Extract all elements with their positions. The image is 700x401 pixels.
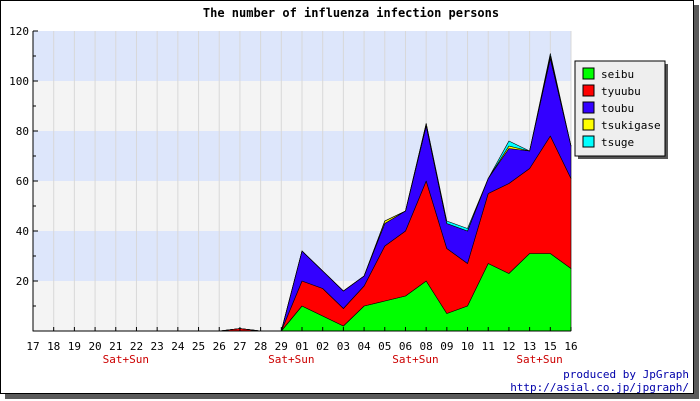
x-tick-label: 13 [523,340,536,353]
weekend-markers: Sat+Sun Sat+Sun Sat+Sun Sat+Sun [103,353,563,366]
y-tick-label: 120 [9,25,29,38]
x-tick-label: 08 [420,340,433,353]
x-tick-labels: 17 18 19 20 21 22 23 24 25 26 27 28 29 01 02 03 04 05 06 08… [26,340,577,353]
weekend-label: Sat+Sun [392,353,438,366]
x-tick-label: 05 [378,340,391,353]
axes [32,30,572,332]
x-tick-label: 28 [254,340,267,353]
x-tick-label: 22 [130,340,143,353]
x-tick-label: 15 [544,340,557,353]
y-tick-label: 60 [16,175,29,188]
weekend-label: Sat+Sun [268,353,314,366]
legend-label-tyuubu: tyuubu [601,85,641,98]
x-tick-label: 18 [47,340,60,353]
x-tick-label: 16 [564,340,577,353]
x-tick-label: 12 [502,340,515,353]
legend-label-tsuge: tsuge [601,136,634,149]
x-tick-label: 02 [316,340,329,353]
legend-label-seibu: seibu [601,68,634,81]
x-tick-label: 19 [68,340,81,353]
legend-swatch-tsuge [582,135,595,148]
x-tick-label: 17 [26,340,39,353]
legend-swatch-tsukigase [582,118,595,131]
x-tick-label: 04 [357,340,371,353]
x-tick-label: 11 [482,340,495,353]
weekend-label: Sat+Sun [103,353,149,366]
legend-swatch-tyuubu [582,84,595,97]
x-tick-label: 20 [88,340,101,353]
y-tick-label: 100 [9,75,29,88]
y-tick-label: 80 [16,125,29,138]
x-tick-label: 01 [295,340,308,353]
x-tick-label: 24 [171,340,185,353]
x-tick-label: 25 [192,340,205,353]
x-tick-label: 26 [213,340,226,353]
legend-label-toubu: toubu [601,102,634,115]
x-tick-label: 06 [399,340,412,353]
legend: seibu tyuubu toubu tsukigase tsuge [574,60,668,159]
weekend-label: Sat+Sun [516,353,562,366]
x-tick-label: 21 [109,340,122,353]
y-tick-labels: 20 40 60 80 100 120 [9,25,29,288]
chart-frame: The number of influenza infection person… [0,0,694,394]
legend-swatch-seibu [582,67,595,80]
x-tick-label: 10 [461,340,474,353]
y-tick-label: 20 [16,275,29,288]
y-tick-label: 40 [16,225,29,238]
x-tick-label: 27 [233,340,246,353]
credit-line-1: produced by JpGraph [563,368,689,381]
legend-swatch-toubu [582,101,595,114]
credit-line-2: http://asial.co.jp/jpgraph/ [510,381,689,394]
chart-title: The number of influenza infection person… [203,6,499,20]
x-tick-label: 03 [337,340,350,353]
x-tick-label: 23 [151,340,164,353]
x-tick-label: 09 [440,340,453,353]
legend-label-tsukigase: tsukigase [601,119,661,132]
x-tick-label: 29 [275,340,288,353]
